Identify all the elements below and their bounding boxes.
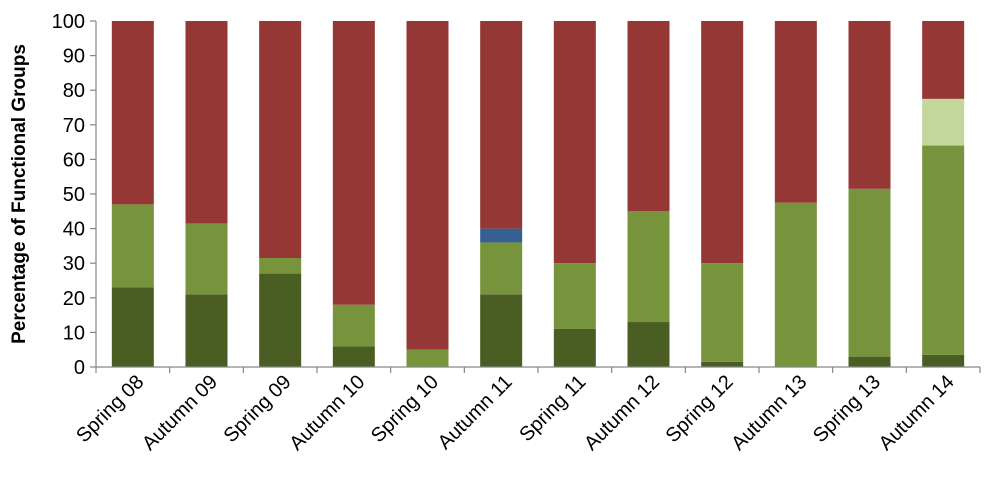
bar-segment-2 [406,349,449,367]
bar-segment-5 [701,21,744,264]
bar-segment-5 [259,21,302,259]
bar-segment-1 [922,354,965,367]
y-tick-label: 0 [74,357,85,379]
bar-segment-5 [922,21,965,99]
x-tick-label: Autumn 14 [875,371,959,455]
y-tick-label: 60 [63,149,85,171]
bar-segment-1 [553,328,596,367]
bar-segment-1 [111,287,154,367]
bar-segment-1 [701,361,744,367]
bar-segment-5 [480,21,523,229]
bar-segment-5 [332,21,375,305]
y-tick-label: 30 [63,253,85,275]
bar-segment-1 [480,294,523,367]
x-tick-label: Autumn 09 [138,371,222,455]
bar-segment-3 [922,98,965,146]
bar-segment-2 [627,211,670,323]
bar-segment-5 [185,21,228,224]
bar-segment-2 [848,188,891,357]
y-tick-label: 70 [63,115,85,137]
y-tick-label: 40 [63,219,85,241]
x-tick-label: Spring 09 [220,371,296,447]
bar-segment-5 [627,21,670,212]
x-tick-label: Spring 10 [367,371,443,447]
y-tick-label: 100 [52,11,85,33]
bar-segment-2 [922,145,965,355]
y-tick-label: 50 [63,184,85,206]
bar-segment-2 [701,263,744,362]
bar-segment-2 [553,263,596,329]
bar-segment-1 [627,322,670,367]
x-tick-label: Autumn 13 [727,371,811,455]
bar-segment-1 [185,294,228,367]
bar-segment-2 [185,223,228,295]
x-tick-label: Autumn 11 [434,371,517,454]
bar-segment-5 [111,21,154,205]
bar-segment-5 [774,21,817,203]
bar-segment-2 [774,202,817,367]
bar-segment-1 [848,356,891,367]
bar-segment-2 [480,242,523,295]
x-tick-label: Autumn 12 [580,371,664,455]
y-tick-label: 80 [63,80,85,102]
y-tick-label: 10 [63,322,85,344]
y-tick-label: 90 [63,46,85,68]
x-tick-label: Autumn 10 [285,371,369,455]
bar-segment-5 [553,21,596,264]
bar-segment-4 [480,228,523,243]
bar-segment-2 [111,204,154,288]
bar-segment-1 [332,346,375,367]
y-tick-label: 20 [63,288,85,310]
x-tick-label: Spring 11 [515,371,590,446]
bar-segment-2 [332,304,375,347]
bars-layer [111,21,965,367]
x-tick-label: Spring 13 [809,371,885,447]
bar-segment-1 [259,273,302,367]
x-tick-label: Spring 12 [662,371,738,447]
x-tick-label: Spring 08 [72,371,148,447]
bar-segment-5 [848,21,891,189]
bar-segment-2 [259,258,302,274]
bar-segment-5 [406,21,449,350]
y-axis-title: Percentage of Functional Groups [9,44,30,344]
